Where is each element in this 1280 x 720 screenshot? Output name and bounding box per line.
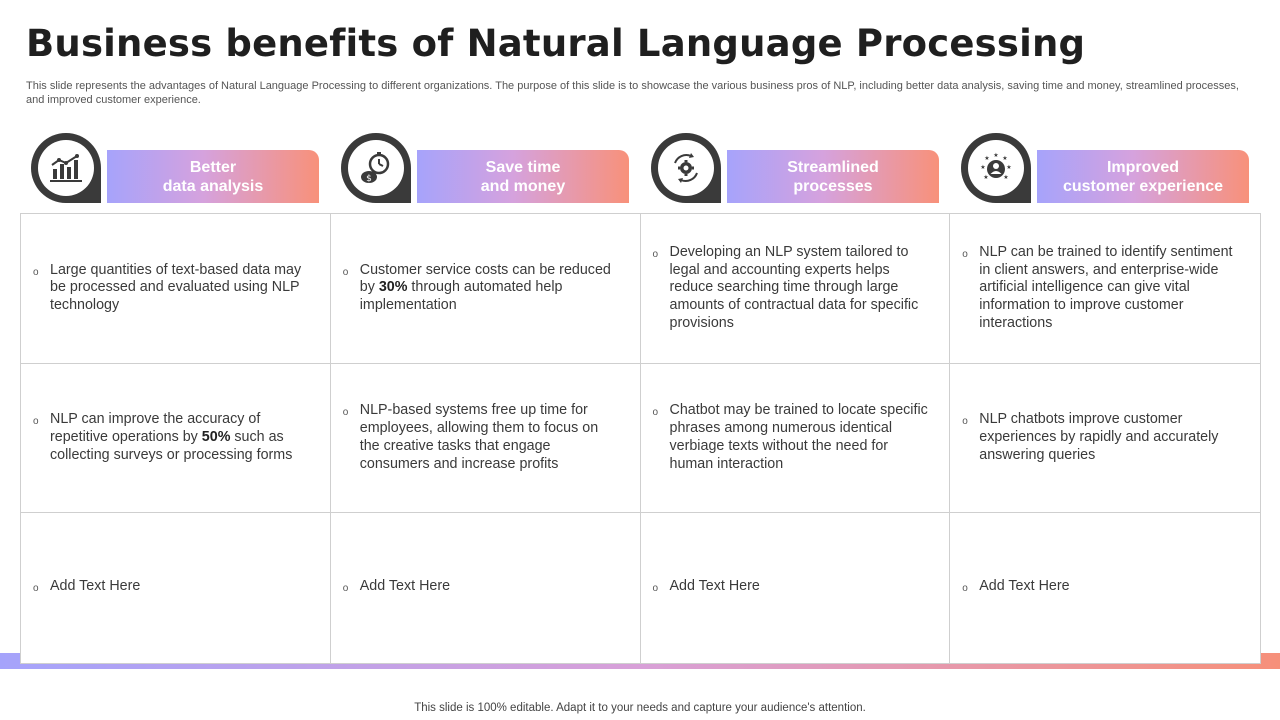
bullet-text: NLP-based systems free up time for emplo… <box>360 402 622 473</box>
table-cell: o NLP-based systems free up time for empl… <box>330 363 641 514</box>
table-cell: o Add Text Here <box>331 513 641 663</box>
bullet-text-part: NLP chatbots improve customer experience… <box>979 411 1219 463</box>
bullet-text-part: Add Text Here <box>979 578 1070 595</box>
table-cell: o NLP chatbots improve customer experienc… <box>950 364 1260 514</box>
bullet-text: Add Text Here <box>979 578 1069 596</box>
table-cell: o Customer service costs can be reduced b… <box>330 214 641 364</box>
bullet-marker: o <box>962 416 968 428</box>
bullet-text-part: Large quantities of text-based data may … <box>50 261 302 314</box>
bullet-item: o Add Text Here <box>33 578 140 598</box>
bullet-item: o Add Text Here <box>343 578 450 598</box>
bullet-text: Add Text Here <box>670 578 760 596</box>
svg-text:★: ★ <box>980 164 985 171</box>
slide-subtitle: This slide represents the advantages of … <box>26 80 1239 106</box>
icon-badge: $ <box>341 133 411 203</box>
svg-text:★: ★ <box>1003 174 1008 181</box>
svg-text:★: ★ <box>993 152 998 159</box>
table-cell: o Chatbot may be trained to locate specif… <box>640 363 951 514</box>
column-header-customer-experience: ★ ★ ★ ★ ★ ★ ★ Improved customer experience <box>961 133 1251 205</box>
table-cell: o NLP can be trained to identify sentimen… <box>950 214 1260 364</box>
bullet-highlight: 50% <box>201 429 231 446</box>
bullet-marker: o <box>342 407 349 419</box>
bullet-marker: o <box>33 416 39 428</box>
svg-text:★: ★ <box>983 174 988 181</box>
table-cell: o Add Text Here <box>641 513 951 663</box>
bullet-highlight: 30% <box>378 279 408 296</box>
table-cell: o Large quantities of text-based data may… <box>21 214 331 364</box>
bullet-item: o NLP can improve the accuracy of repetit… <box>33 411 312 464</box>
bullet-text-part: NLP-based systems free up time for emplo… <box>359 402 599 472</box>
column-heading: Better data analysis <box>107 150 319 203</box>
bullet-marker: o <box>652 248 659 260</box>
bullet-marker: o <box>962 583 968 595</box>
bullet-item: o Add Text Here <box>962 578 1069 598</box>
bullet-text-part: Customer service costs can be reduced by <box>359 261 611 296</box>
bullet-text: Add Text Here <box>50 578 140 596</box>
footer-note: This slide is 100% editable. Adapt it to… <box>414 702 866 714</box>
bar-chart-icon <box>50 154 82 182</box>
column-heading: Streamlined processes <box>727 150 939 203</box>
column-header-save-time: $ Save time and money <box>341 133 631 205</box>
column-header-streamlined: Streamlined processes <box>651 133 941 205</box>
table-cell: o Add Text Here <box>950 513 1260 663</box>
bullet-marker: o <box>342 266 349 278</box>
bullet-text-part: NLP can be trained to identify sentiment… <box>979 243 1233 332</box>
bullet-text-part: Add Text Here <box>669 578 760 595</box>
bullet-item: o Chatbot may be trained to locate specif… <box>653 402 932 473</box>
bullet-text-part: Add Text Here <box>50 578 141 595</box>
bullet-marker: o <box>33 583 39 595</box>
bullet-item: o Add Text Here <box>653 578 760 598</box>
bullet-marker: o <box>652 583 659 595</box>
svg-text:★: ★ <box>1006 164 1011 171</box>
bullet-text-part: such as collecting surveys or processing… <box>50 429 293 463</box>
svg-text:$: $ <box>366 174 372 184</box>
bullet-text: Add Text Here <box>360 578 450 596</box>
icon-badge <box>31 133 101 203</box>
bullet-marker: o <box>342 583 349 595</box>
benefits-table: o Large quantities of text-based data may… <box>20 213 1261 664</box>
bullet-item: o NLP can be trained to identify sentimen… <box>962 244 1242 333</box>
column-header-data-analysis: Better data analysis <box>31 133 321 205</box>
svg-text:★: ★ <box>984 155 989 162</box>
bullet-text: NLP chatbots improve customer experience… <box>979 411 1242 464</box>
slide-title: Business benefits of Natural Language Pr… <box>26 22 1086 65</box>
bullet-text: NLP can be trained to identify sentiment… <box>979 244 1242 333</box>
bullet-item: o Developing an NLP system tailored to le… <box>653 244 932 333</box>
bullet-text-part: through automated help implementation <box>359 279 563 314</box>
bullet-text: Developing an NLP system tailored to leg… <box>670 244 932 333</box>
bullet-item: o NLP chatbots improve customer experienc… <box>962 411 1242 464</box>
bullet-text: Large quantities of text-based data may … <box>50 262 312 315</box>
clock-coins-icon: $ <box>361 152 390 184</box>
customer-stars-icon: ★ ★ ★ ★ ★ ★ ★ <box>980 152 1011 181</box>
bullet-item: o NLP-based systems free up time for empl… <box>343 402 622 473</box>
table-cell: o NLP can improve the accuracy of repetit… <box>21 363 331 514</box>
bullet-text: NLP can improve the accuracy of repetiti… <box>50 411 312 464</box>
bullet-marker: o <box>652 407 659 419</box>
table-cell: o Developing an NLP system tailored to le… <box>640 214 951 364</box>
svg-text:★: ★ <box>1002 155 1007 162</box>
bullet-marker: o <box>962 248 968 260</box>
bullet-marker: o <box>33 266 39 278</box>
icon-badge <box>651 133 721 203</box>
process-gear-icon <box>674 153 698 183</box>
bullet-text-part: NLP can improve the accuracy of repetiti… <box>50 411 261 446</box>
table-cell: o Add Text Here <box>21 513 331 663</box>
bullet-text: Chatbot may be trained to locate specifi… <box>670 402 932 473</box>
column-heading: Improved customer experience <box>1037 150 1249 203</box>
bullet-text: Customer service costs can be reduced by… <box>360 262 622 315</box>
bullet-text-part: Chatbot may be trained to locate specifi… <box>669 402 928 472</box>
bullet-item: o Large quantities of text-based data may… <box>33 262 312 315</box>
bullet-item: o Customer service costs can be reduced b… <box>343 262 622 315</box>
column-heading: Save time and money <box>417 150 629 203</box>
icon-badge: ★ ★ ★ ★ ★ ★ ★ <box>961 133 1031 203</box>
bullet-text-part: Developing an NLP system tailored to leg… <box>669 243 919 332</box>
bullet-text-part: Add Text Here <box>359 578 451 595</box>
